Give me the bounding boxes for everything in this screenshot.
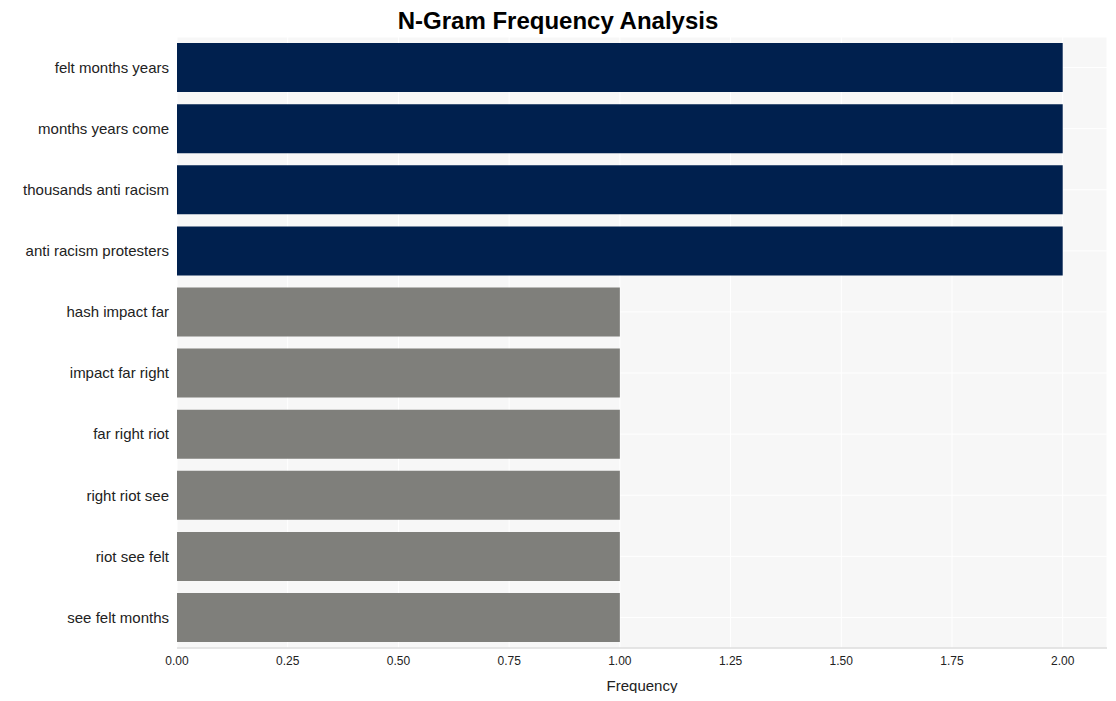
svg-text:0.25: 0.25 [276, 654, 300, 668]
svg-text:thousands anti racism: thousands anti racism [23, 181, 169, 198]
svg-text:far right riot: far right riot [93, 425, 170, 442]
svg-text:Frequency: Frequency [607, 677, 678, 693]
svg-text:hash impact far: hash impact far [66, 303, 169, 320]
svg-text:felt months years: felt months years [55, 59, 169, 76]
svg-text:1.25: 1.25 [719, 654, 743, 668]
svg-text:1.50: 1.50 [830, 654, 854, 668]
svg-text:0.50: 0.50 [387, 654, 411, 668]
svg-text:months years come: months years come [38, 120, 169, 137]
svg-text:1.00: 1.00 [608, 654, 632, 668]
svg-text:riot see felt: riot see felt [96, 548, 170, 565]
svg-text:2.00: 2.00 [1051, 654, 1075, 668]
svg-text:impact far right: impact far right [70, 364, 170, 381]
svg-text:0.00: 0.00 [165, 654, 189, 668]
svg-text:1.75: 1.75 [940, 654, 964, 668]
svg-text:0.75: 0.75 [497, 654, 521, 668]
html-text:N-Gram Frequency Analysis: N-Gram Frequency Analysis [397, 7, 719, 34]
svg-text:right riot see: right riot see [86, 487, 169, 504]
svg-text:see felt months: see felt months [67, 609, 169, 626]
svg-text:anti racism protesters: anti racism protesters [26, 242, 169, 259]
